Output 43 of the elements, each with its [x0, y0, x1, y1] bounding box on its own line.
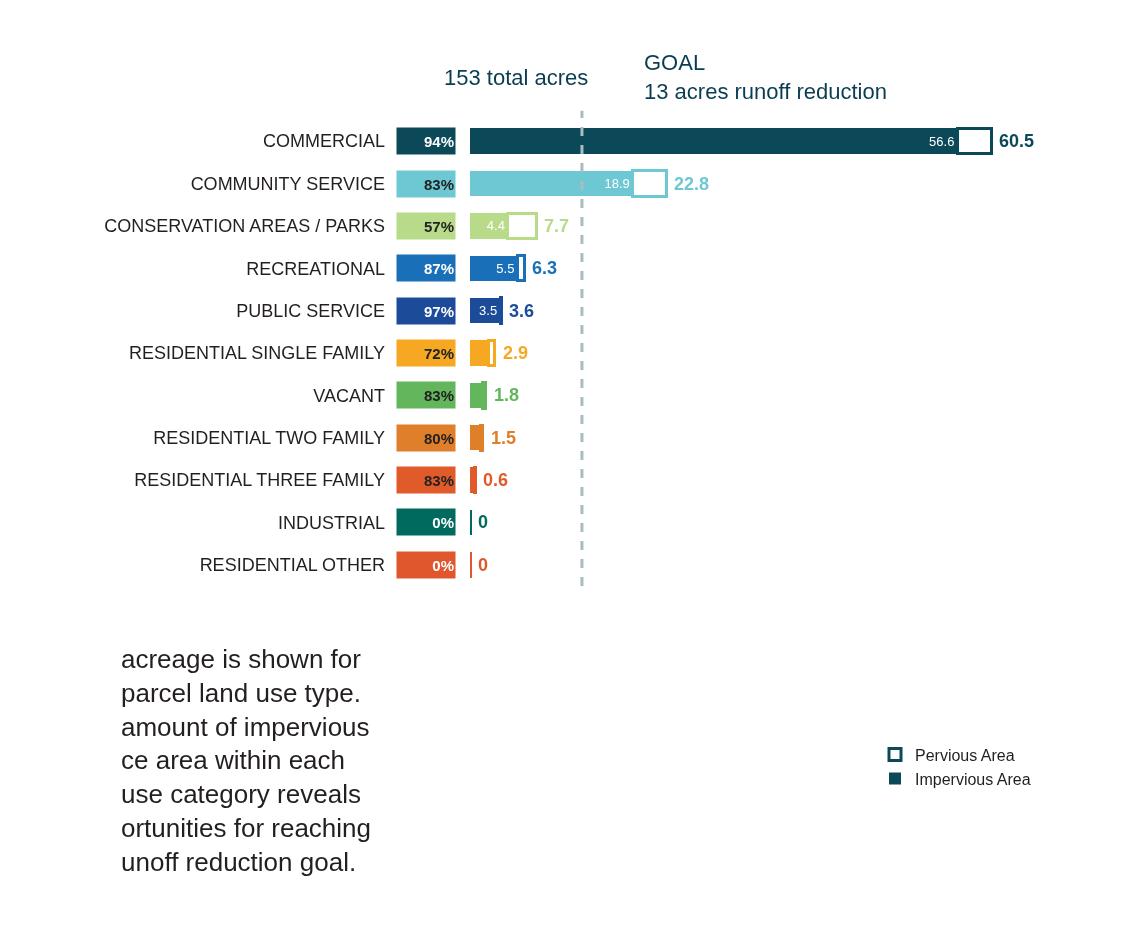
data-label: 56.6: [929, 133, 955, 149]
text: 87%: [423, 259, 454, 277]
text: acreage is shown for parcel land use type. amount of impervious ce area within each use category reveals ortunities for reaching unoff reduction goal.: [121, 644, 372, 877]
legend-label: Impervious Area: [915, 770, 1031, 788]
y-tick-label: RESIDENTIAL SINGLE FAMILY: [128, 343, 385, 364]
y-tick-label: VACANT: [313, 385, 385, 406]
y-tick-label: RECREATIONAL: [246, 258, 385, 279]
text: 57%: [423, 217, 454, 235]
text: 97%: [423, 302, 454, 320]
text: 80%: [423, 429, 454, 447]
data-label: 5.5: [496, 260, 515, 276]
y-tick-label: CONSERVATION AREAS / PARKS: [104, 216, 385, 237]
total-label: 2.9: [503, 343, 529, 363]
total-label: 22.8: [674, 174, 710, 194]
total-label: 6.3: [532, 258, 558, 278]
data-label: 3.5: [479, 303, 498, 319]
data-label: 4.4: [486, 218, 505, 234]
total-label: 60.5: [999, 131, 1035, 151]
total-label: 0: [478, 555, 489, 575]
total-label: 3.6: [509, 301, 535, 321]
y-tick-label: COMMUNITY SERVICE: [190, 173, 385, 194]
y-tick-label: COMMERCIAL: [262, 131, 385, 152]
text: 0%: [432, 556, 454, 574]
text: 0%: [432, 513, 454, 531]
total-label: 1.8: [494, 385, 520, 405]
text: 153 total acres: [444, 65, 589, 90]
total-label: 0: [478, 512, 489, 532]
y-tick-label: RESIDENTIAL TWO FAMILY: [153, 428, 385, 449]
ref-line-label: GOAL 13 acres runoff reduction: [644, 50, 887, 104]
text: 72%: [423, 344, 454, 362]
y-tick-label: PUBLIC SERVICE: [236, 300, 385, 321]
data-label: 18.9: [604, 176, 630, 192]
y-tick-label: INDUSTRIAL: [277, 512, 385, 533]
total-label: 7.7: [544, 216, 570, 236]
text: 83%: [423, 175, 454, 193]
total-label: 0.6: [483, 470, 509, 490]
legend-label: Pervious Area: [915, 746, 1015, 764]
total-label: 1.5: [491, 428, 517, 448]
text: 83%: [423, 471, 454, 489]
y-tick-label: RESIDENTIAL THREE FAMILY: [134, 470, 385, 491]
y-tick-label: RESIDENTIAL OTHER: [199, 555, 385, 576]
text: 94%: [423, 132, 454, 150]
text: 83%: [423, 386, 454, 404]
